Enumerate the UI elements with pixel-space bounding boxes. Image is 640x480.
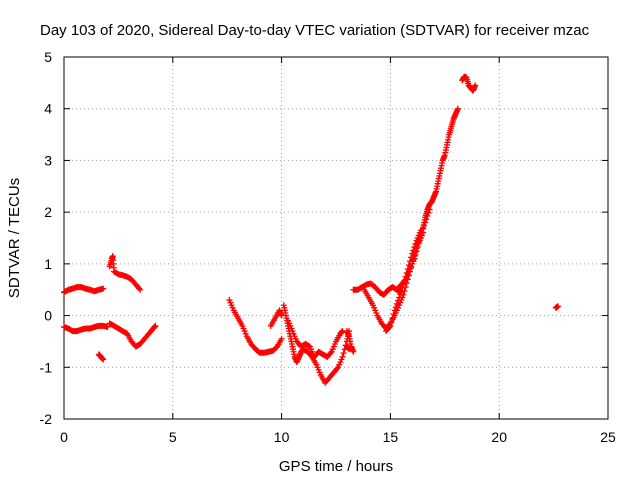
data-point bbox=[412, 251, 419, 258]
x-axis-label: GPS time / hours bbox=[279, 458, 393, 475]
data-point bbox=[409, 250, 416, 257]
data-point bbox=[393, 300, 400, 307]
data-point bbox=[392, 304, 399, 311]
x-tick-label: 20 bbox=[491, 429, 507, 445]
data-point bbox=[408, 254, 415, 261]
y-tick-label: 0 bbox=[44, 308, 52, 324]
data-point bbox=[278, 335, 285, 342]
y-tick-label: 2 bbox=[44, 204, 52, 220]
data-point bbox=[386, 324, 393, 331]
data-point bbox=[390, 311, 397, 318]
data-point bbox=[137, 286, 144, 293]
data-point bbox=[100, 356, 107, 363]
y-tick-label: -1 bbox=[40, 359, 53, 375]
data-point bbox=[401, 277, 408, 284]
data-point bbox=[454, 105, 461, 112]
x-tick-label: 10 bbox=[274, 429, 290, 445]
data-point bbox=[398, 288, 405, 295]
x-tick-label: 5 bbox=[169, 429, 177, 445]
grid-lines bbox=[64, 57, 608, 419]
x-tick-label: 15 bbox=[383, 429, 399, 445]
data-points bbox=[61, 73, 561, 386]
y-tick-label: 5 bbox=[44, 49, 52, 65]
axis-ticks bbox=[63, 56, 609, 420]
x-tick-labels: 0 5 10 15 20 25 bbox=[60, 429, 616, 445]
data-point bbox=[413, 247, 420, 254]
data-point bbox=[340, 350, 347, 357]
data-point bbox=[420, 229, 427, 236]
data-point bbox=[391, 307, 398, 314]
y-tick-label: 4 bbox=[44, 101, 52, 117]
data-point bbox=[100, 285, 107, 292]
plot-frame bbox=[63, 56, 609, 420]
data-point bbox=[339, 353, 346, 360]
data-point bbox=[388, 319, 395, 326]
data-point bbox=[414, 244, 421, 251]
data-point bbox=[411, 255, 418, 262]
y-axis-label: SDTVAR / TECUs bbox=[6, 178, 23, 298]
data-point bbox=[350, 348, 357, 355]
data-point bbox=[396, 294, 403, 301]
x-tick-label: 0 bbox=[60, 429, 68, 445]
x-tick-label: 25 bbox=[600, 429, 616, 445]
y-tick-label: 3 bbox=[44, 152, 52, 168]
data-point bbox=[136, 285, 143, 292]
data-point bbox=[387, 322, 394, 329]
data-point bbox=[389, 315, 396, 322]
y-tick-labels: -2 -1 0 1 2 3 4 5 bbox=[40, 49, 53, 427]
data-point bbox=[472, 82, 479, 89]
data-point bbox=[554, 303, 561, 310]
data-point bbox=[334, 365, 341, 372]
y-tick-label: -2 bbox=[40, 411, 53, 427]
data-point bbox=[327, 350, 334, 357]
chart-title: Day 103 of 2020, Sidereal Day-to-day VTE… bbox=[40, 22, 590, 39]
y-tick-label: 1 bbox=[44, 256, 52, 272]
data-point bbox=[152, 322, 159, 329]
data-point bbox=[395, 297, 402, 304]
data-point bbox=[397, 291, 404, 298]
data-point bbox=[348, 343, 355, 350]
data-point bbox=[104, 323, 111, 330]
